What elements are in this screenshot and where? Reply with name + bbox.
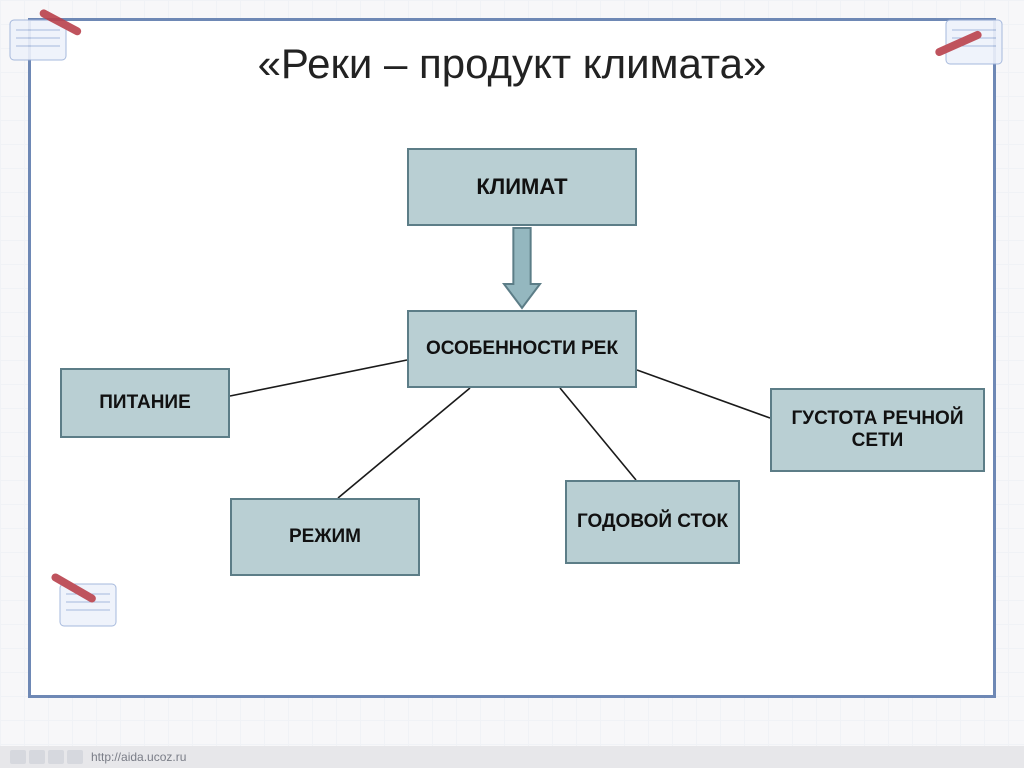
node-feeding: ПИТАНИЕ (60, 368, 230, 438)
node-regime: РЕЖИМ (230, 498, 420, 576)
footer-url: http://aida.ucoz.ru (91, 750, 186, 764)
node-climate: КЛИМАТ (407, 148, 637, 226)
slide: «Реки – продукт климата» КЛИМАТ ОСОБЕННОС… (0, 0, 1024, 768)
corner-deco-bottom-left (46, 570, 136, 640)
node-runoff: ГОДОВОЙ СТОК (565, 480, 740, 564)
node-density: ГУСТОТА РЕЧНОЙ СЕТИ (770, 388, 985, 472)
footer-nav-icons (10, 750, 83, 764)
slide-title: «Реки – продукт климата» (0, 40, 1024, 88)
node-features: ОСОБЕННОСТИ РЕК (407, 310, 637, 388)
footer-bar: http://aida.ucoz.ru (0, 746, 1024, 768)
